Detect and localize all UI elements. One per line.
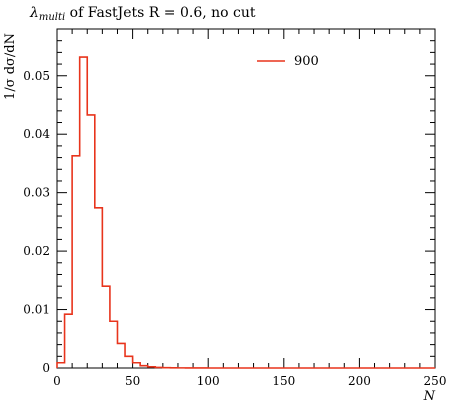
x-tick-label: 250 bbox=[424, 374, 447, 388]
chart-title: λmulti of FastJets R = 0.6, no cut bbox=[29, 5, 256, 23]
title-rest: of FastJets R = 0.6, no cut bbox=[65, 5, 256, 21]
axis-tick-labels: 0 50 100 150 200 250 0 0.01 0.02 0.03 0.04 0.05 bbox=[23, 69, 446, 388]
x-axis-label: N bbox=[423, 389, 436, 404]
y-axis-label: 1/σ dσ/dN bbox=[3, 33, 18, 100]
title-symbol: λ bbox=[29, 5, 39, 21]
y-tick-label: 0.01 bbox=[23, 303, 50, 317]
series-line-900 bbox=[56, 56, 435, 369]
y-tick-label: 0 bbox=[42, 361, 50, 375]
y-tick-label: 0.05 bbox=[23, 69, 50, 83]
plot-frame bbox=[56, 28, 436, 369]
legend: 900 bbox=[257, 54, 319, 69]
axis-ticks bbox=[56, 28, 436, 369]
x-tick-label: 50 bbox=[125, 374, 140, 388]
y-tick-label: 0.04 bbox=[23, 127, 50, 141]
x-tick-label: 150 bbox=[272, 374, 295, 388]
y-tick-label: 0.03 bbox=[23, 186, 50, 200]
series-group bbox=[56, 56, 435, 369]
x-tick-label: 200 bbox=[348, 374, 371, 388]
x-tick-label: 0 bbox=[53, 374, 61, 388]
x-tick-label: 100 bbox=[197, 374, 220, 388]
y-tick-label: 0.02 bbox=[23, 244, 50, 258]
title-subscript: multi bbox=[39, 12, 65, 23]
legend-label-900: 900 bbox=[294, 54, 319, 69]
